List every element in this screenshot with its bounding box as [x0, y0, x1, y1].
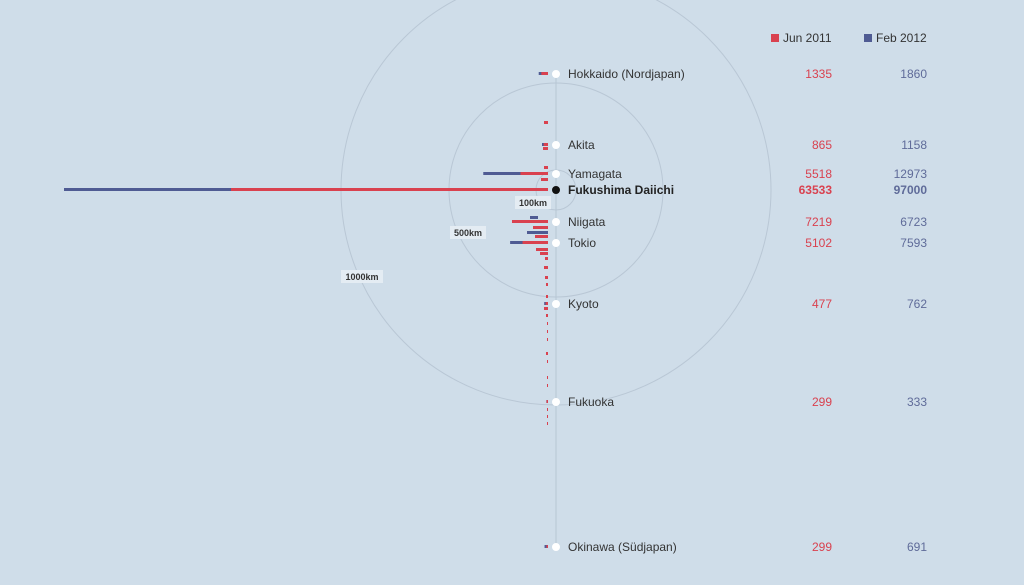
- place-marker: [552, 186, 560, 194]
- bar-fukuoka-jun-2011: [546, 400, 548, 403]
- legend-item-feb-2012: Feb 2012: [864, 31, 927, 45]
- minor-bar: [547, 330, 548, 333]
- value-jun-2011: 1335: [805, 67, 832, 81]
- place-label: Tokio: [568, 236, 596, 250]
- place-label: Fukuoka: [568, 395, 614, 409]
- value-feb-2012: 7593: [900, 236, 927, 250]
- ring-labels: 100km 500km 1000km: [341, 196, 551, 283]
- value-feb-2012: 1860: [900, 67, 927, 81]
- place-marker: [552, 239, 560, 247]
- minor-bar: [543, 147, 548, 150]
- place-label: Fukushima Daiichi: [568, 183, 674, 197]
- minor-bar: [547, 360, 548, 363]
- bar-yamagata-jun-2011: [520, 172, 548, 175]
- value-feb-2012: 333: [907, 395, 927, 409]
- place-marker: [552, 398, 560, 406]
- value-feb-2012: 1158: [901, 138, 927, 152]
- minor-bar: [544, 166, 548, 169]
- minor-bar: [535, 235, 548, 238]
- minor-bar: [544, 121, 548, 124]
- place-bars: [64, 72, 548, 548]
- ring-label-text: 1000km: [345, 272, 378, 282]
- place-label: Yamagata: [568, 167, 622, 181]
- value-jun-2011: 5518: [805, 167, 832, 181]
- bar-okinawa-s-djapan-jun-2011: [546, 545, 548, 548]
- minor-bar: [533, 226, 548, 229]
- minor-bar: [544, 266, 548, 269]
- bar-yamagata-feb-2012: [483, 172, 548, 175]
- place-label: Okinawa (Südjapan): [568, 540, 677, 554]
- minor-bar: [546, 314, 548, 317]
- minor-bar: [547, 376, 548, 379]
- bar-okinawa-s-djapan-feb-2012: [544, 545, 548, 548]
- minor-bar: [530, 216, 538, 219]
- value-feb-2012: 12973: [894, 167, 928, 181]
- ring-label-500km: 500km: [450, 226, 486, 239]
- legend-label: Jun 2011: [783, 31, 832, 45]
- place-label: Hokkaido (Nordjapan): [568, 67, 685, 81]
- legend-swatch: [771, 34, 779, 42]
- value-jun-2011: 63533: [799, 183, 833, 197]
- value-feb-2012: 762: [907, 297, 927, 311]
- legend-item-jun-2011: Jun 2011: [771, 31, 832, 45]
- minor-bar: [547, 408, 548, 411]
- bar-fukushima-daiichi-jun-2011: [230, 188, 548, 191]
- bar-tokio-jun-2011: [522, 241, 548, 244]
- minor-bar: [540, 252, 548, 255]
- minor-bar: [545, 276, 548, 279]
- value-jun-2011: 865: [812, 138, 832, 152]
- ring-label-text: 100km: [519, 198, 547, 208]
- minor-bar: [547, 384, 548, 387]
- place-label: Kyoto: [568, 297, 599, 311]
- minor-bar: [547, 338, 548, 341]
- value-jun-2011: 299: [812, 395, 832, 409]
- value-jun-2011: 7219: [805, 215, 832, 229]
- bar-kyoto-jun-2011: [545, 302, 548, 305]
- place-marker: [552, 141, 560, 149]
- place-marker: [552, 300, 560, 308]
- value-jun-2011: 5102: [805, 236, 832, 250]
- place-marker: [552, 70, 560, 78]
- place-marker: [552, 170, 560, 178]
- place-rows: Hokkaido (Nordjapan) 1335 1860 Akita 865 1158…: [552, 67, 928, 554]
- value-feb-2012: 6723: [900, 215, 927, 229]
- ring-label-1000km: 1000km: [341, 270, 383, 283]
- place-marker: [552, 218, 560, 226]
- bar-hokkaido-nordjapan-jun-2011: [541, 72, 548, 75]
- bar-niigata-jun-2011: [511, 220, 548, 223]
- value-feb-2012: 97000: [894, 183, 928, 197]
- minor-bar: [544, 307, 548, 310]
- minor-bar: [541, 178, 548, 181]
- ring-label-100km: 100km: [515, 196, 551, 209]
- place-label: Niigata: [568, 215, 606, 229]
- minor-bar: [547, 422, 548, 425]
- place-marker: [552, 543, 560, 551]
- legend-swatch: [864, 34, 872, 42]
- legend-label: Feb 2012: [876, 31, 927, 45]
- legend: Jun 2011 Feb 2012: [771, 31, 927, 45]
- value-jun-2011: 477: [812, 297, 832, 311]
- minor-bar: [545, 257, 548, 260]
- place-label: Akita: [568, 138, 595, 152]
- minor-bar: [546, 283, 548, 286]
- minor-bar: [547, 415, 548, 418]
- minor-bar: [547, 322, 548, 325]
- bar-akita-jun-2011: [543, 143, 548, 146]
- minor-bar: [536, 248, 548, 251]
- minor-bar: [527, 231, 548, 234]
- value-feb-2012: 691: [907, 540, 927, 554]
- ring-label-text: 500km: [454, 228, 482, 238]
- minor-bar: [546, 352, 548, 355]
- minor-bars: [527, 121, 548, 425]
- value-jun-2011: 299: [812, 540, 832, 554]
- minor-bar: [546, 295, 548, 298]
